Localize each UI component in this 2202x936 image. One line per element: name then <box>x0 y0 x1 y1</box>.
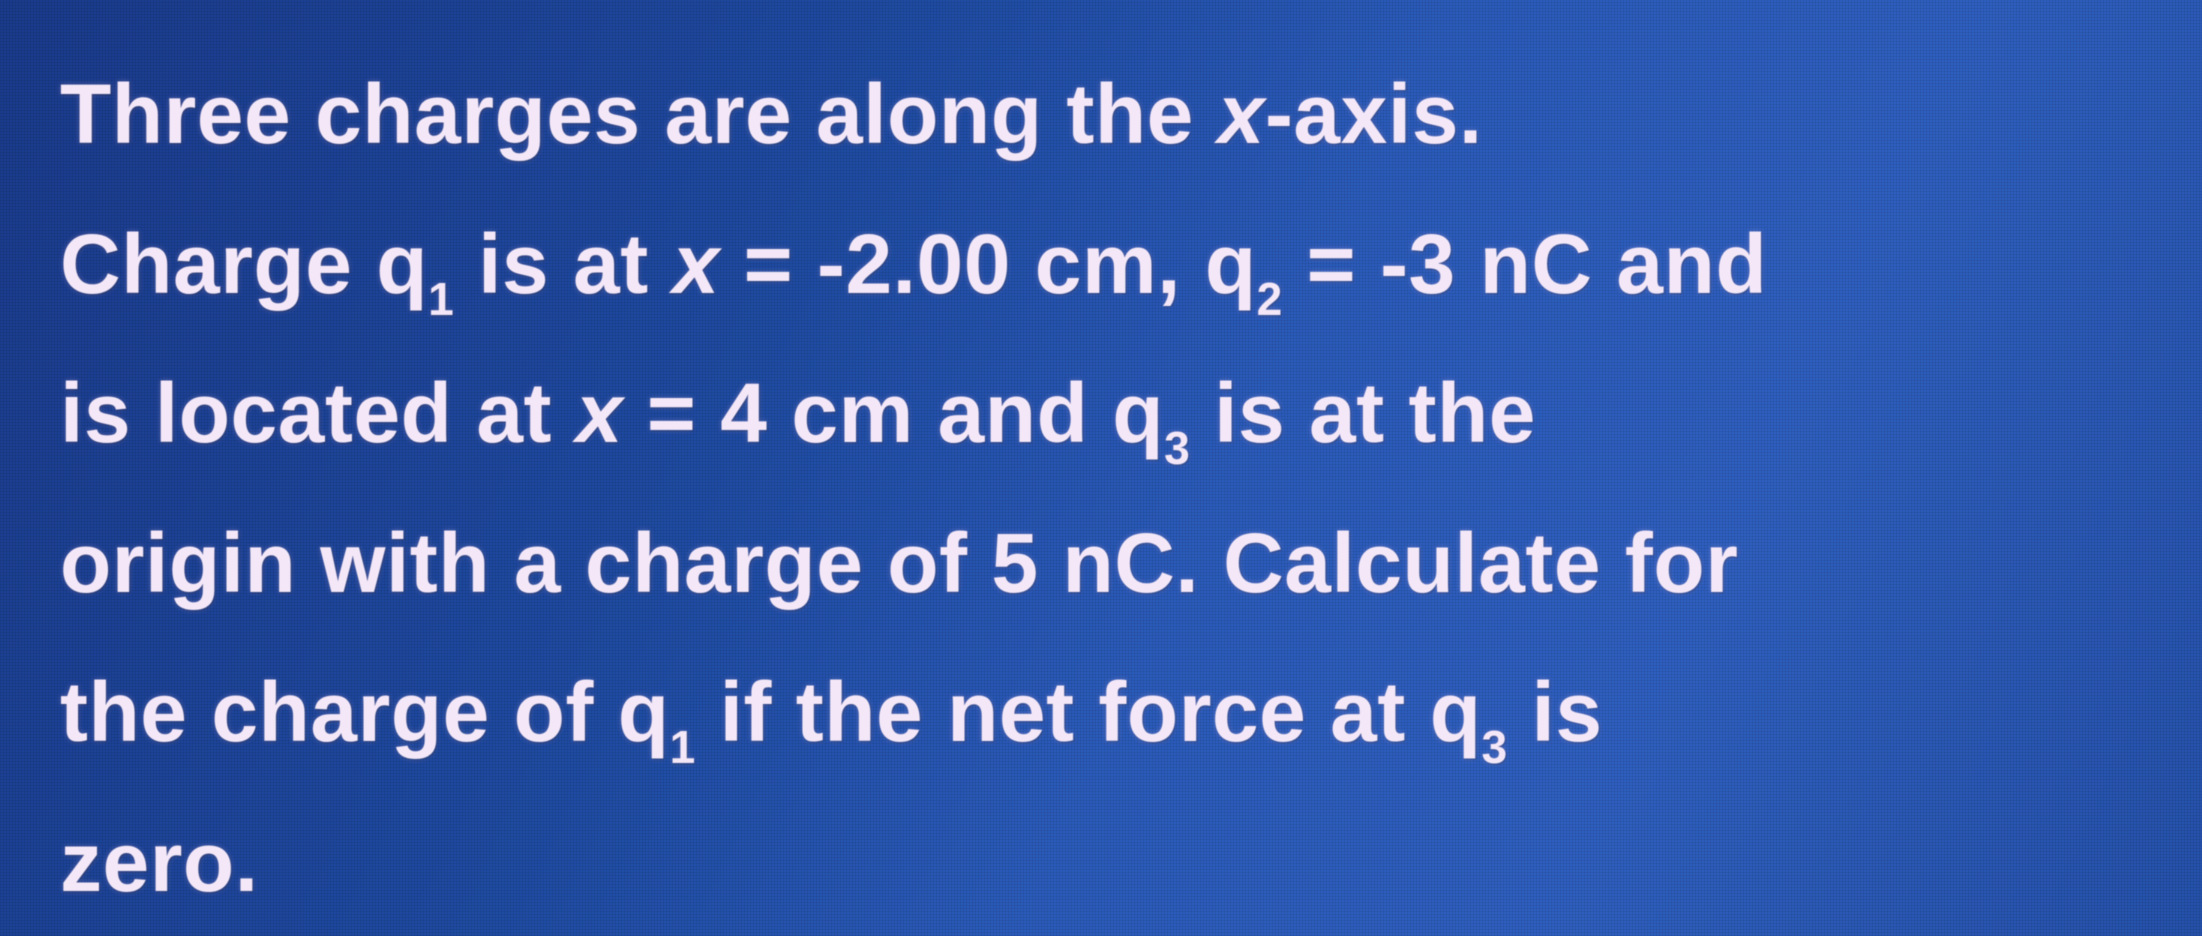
text: = -3 nC and <box>1283 217 1767 311</box>
var-x: x <box>673 217 720 311</box>
text: Charge q <box>60 217 428 311</box>
text: Three charges are along the <box>60 67 1218 161</box>
physics-problem-text: Three charges are along the x-axis. Char… <box>0 0 2202 936</box>
line-2: Charge q1 is at x = -2.00 cm, q2 = -3 nC… <box>60 190 2162 340</box>
text: if the net force at q <box>696 665 1482 759</box>
line-4: origin with a charge of 5 nC. Calculate … <box>60 489 2162 639</box>
line-6: zero. <box>60 788 2162 936</box>
line-3: is located at x = 4 cm and q3 is at the <box>60 339 2162 489</box>
text: = 4 cm and q <box>623 366 1164 460</box>
text: origin with a charge of 5 nC. Calculate … <box>60 516 1738 610</box>
line-5: the charge of q1 if the net force at q3 … <box>60 638 2162 788</box>
sub-1: 1 <box>428 273 454 325</box>
text: -axis. <box>1265 67 1483 161</box>
sub-3: 3 <box>1482 721 1508 773</box>
text: = -2.00 cm, q <box>720 217 1257 311</box>
sub-3: 3 <box>1164 422 1190 474</box>
text: is <box>1508 665 1603 759</box>
text: is located at <box>60 366 576 460</box>
text: the charge of q <box>60 665 670 759</box>
text: is at <box>454 217 672 311</box>
text: zero. <box>60 815 259 909</box>
sub-1: 1 <box>670 721 696 773</box>
sub-2: 2 <box>1257 273 1283 325</box>
line-1: Three charges are along the x-axis. <box>60 40 2162 190</box>
text: is at the <box>1190 366 1536 460</box>
var-x: x <box>1218 67 1265 161</box>
var-x: x <box>576 366 623 460</box>
